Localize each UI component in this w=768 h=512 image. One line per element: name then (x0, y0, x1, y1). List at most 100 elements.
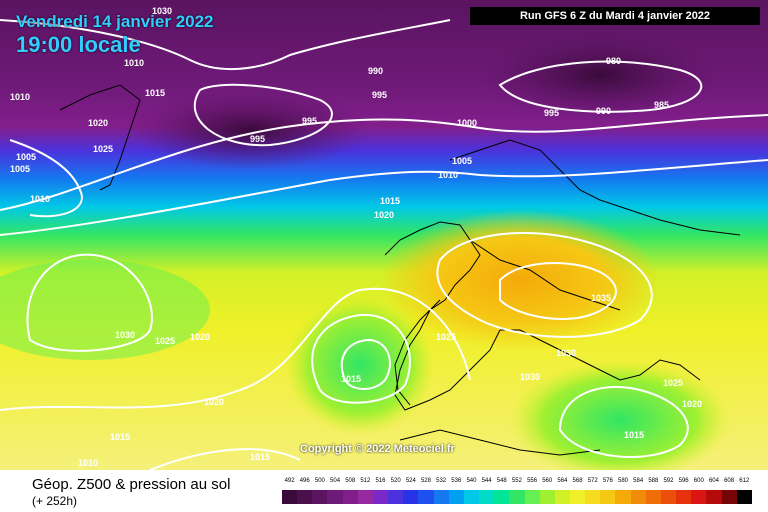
legend-tick-label: 528 (420, 478, 431, 484)
legend-swatch (630, 490, 646, 504)
legend-tick-label: 536 (451, 478, 462, 484)
legend-ticks: 492 496 500 504 508 512 516 520 524 528 532 536 540 5… (282, 478, 752, 484)
legend-swatch (282, 490, 298, 504)
isobar-label: 990 (596, 106, 611, 116)
legend-tick-label: 504 (330, 478, 341, 484)
legend-swatch (736, 490, 752, 504)
isobar-label: 1025 (663, 378, 683, 388)
isobar-label: 1010 (78, 458, 98, 468)
geopotential-low-north (480, 30, 720, 120)
legend-swatch (372, 490, 389, 504)
legend-swatch (312, 490, 328, 504)
legend-tick-label: 608 (724, 478, 735, 484)
legend-swatch (524, 490, 540, 504)
valid-date: Vendredi 14 janvier 2022 (16, 12, 214, 31)
isobar-label: 1020 (374, 210, 394, 220)
legend-swatch (706, 490, 722, 504)
geopotential-low-mediterranean (510, 360, 730, 470)
legend-tick-label: 508 (345, 478, 356, 484)
legend-tick-label: 500 (314, 478, 325, 484)
legend-swatch (342, 490, 358, 504)
isobar-label: 1025 (155, 336, 175, 346)
legend-swatch (418, 490, 434, 504)
legend-tick-label: 584 (633, 478, 644, 484)
isobar-label: 995 (250, 134, 265, 144)
isobar-label: 1020 (88, 118, 108, 128)
isobar-label: 1025 (93, 144, 113, 154)
legend-tick-label: 532 (436, 478, 447, 484)
copyright-notice: Copyright © 2022 Meteociel.fr (300, 443, 455, 455)
forecast-hour: (+ 252h) (32, 494, 78, 508)
legend-swatch (676, 490, 692, 504)
legend-tick-label: 552 (511, 478, 522, 484)
isobar-label: 990 (368, 66, 383, 76)
isobar-label: 1000 (457, 118, 477, 128)
isobar-label: 1030 (520, 372, 540, 382)
isobar-label: 1020 (204, 397, 224, 407)
isobar-label: 985 (654, 100, 669, 110)
model-run-label: Run GFS 6 Z du Mardi 4 janvier 2022 (470, 7, 760, 25)
legend-tick-label: 560 (542, 478, 553, 484)
legend-tick-label: 496 (299, 478, 310, 484)
isobar-label: 1005 (452, 156, 472, 166)
isobar-label: 1030 (556, 348, 576, 358)
legend-swatch (660, 490, 677, 504)
isobar-label: 995 (302, 116, 317, 126)
legend-swatch (615, 490, 631, 504)
legend-tick-label: 520 (390, 478, 401, 484)
geopotential-low-iberia (285, 295, 435, 435)
color-legend (282, 490, 752, 504)
isobar-lines (0, 19, 768, 470)
legend-swatch (357, 490, 373, 504)
product-title: Géop. Z500 & pression au sol (32, 476, 231, 493)
legend-tick-label: 580 (618, 478, 629, 484)
isobar-label: 1030 (152, 6, 172, 16)
isobar-label: 1020 (682, 399, 702, 409)
legend-swatch (509, 490, 525, 504)
isobar-label: 1015 (341, 374, 361, 384)
legend-tick-label: 544 (481, 478, 492, 484)
isobar-label: 1010 (10, 92, 30, 102)
isobar-label: 1015 (145, 88, 165, 98)
isobar-label: 1005 (10, 164, 30, 174)
isobar-label: 1005 (16, 152, 36, 162)
legend-tick-label: 568 (572, 478, 583, 484)
legend-tick-label: 604 (708, 478, 719, 484)
legend-swatch (433, 490, 449, 504)
legend-swatch (554, 490, 570, 504)
legend-swatch (600, 490, 616, 504)
isobar-label: 1030 (115, 330, 135, 340)
isobar-label: 1010 (438, 170, 458, 180)
isobar-label: 1015 (250, 452, 270, 462)
legend-tick-label: 612 (739, 478, 750, 484)
legend-tick-label: 592 (663, 478, 674, 484)
legend-swatch (448, 490, 464, 504)
legend-tick-label: 564 (557, 478, 568, 484)
isobar-label: 1010 (30, 194, 50, 204)
isobar-label: 1015 (110, 432, 130, 442)
legend-swatch (479, 490, 495, 504)
isobar-label: 980 (606, 56, 621, 66)
legend-tick-label: 548 (496, 478, 507, 484)
legend-swatch (297, 490, 313, 504)
legend-tick-label: 588 (648, 478, 659, 484)
valid-time: 19:00 locale (16, 32, 141, 57)
isobar-label: 995 (372, 90, 387, 100)
legend-swatch (721, 490, 737, 504)
legend-swatch (327, 490, 343, 504)
legend-tick-label: 512 (360, 478, 371, 484)
geopotential-west (0, 260, 210, 360)
isobar-label: 1015 (380, 196, 400, 206)
legend-tick-label: 576 (602, 478, 613, 484)
legend-tick-label: 516 (375, 478, 386, 484)
legend-tick-label: 556 (527, 478, 538, 484)
legend-tick-label: 596 (678, 478, 689, 484)
legend-tick-label: 600 (693, 478, 704, 484)
legend-tick-label: 524 (405, 478, 416, 484)
isobar-label: 1010 (124, 58, 144, 68)
legend-swatch (569, 490, 586, 504)
legend-swatch (494, 490, 510, 504)
isobar-label: 1035 (591, 293, 611, 303)
forecast-map: 1030 1010 1015 1010 990 995 980 985 990 … (0, 0, 768, 470)
legend-swatch (388, 490, 404, 504)
